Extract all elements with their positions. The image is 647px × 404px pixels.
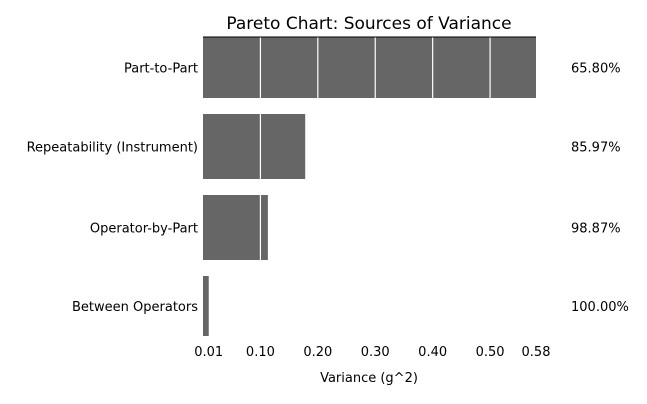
category-label-2: Operator-by-Part: [90, 222, 198, 237]
x-axis-label: Variance (g^2): [320, 371, 418, 386]
x-tick-label-4: 0.40: [418, 345, 447, 360]
x-tick-labels: 0.01 0.10 0.20 0.30 0.40 0.50 0.58: [194, 345, 550, 360]
x-tick-label-6: 0.58: [522, 345, 551, 360]
category-label-3: Between Operators: [72, 300, 198, 315]
bar-2: [203, 195, 268, 260]
x-tick-label-5: 0.50: [476, 345, 505, 360]
category-label-0: Part-to-Part: [124, 62, 198, 77]
category-labels: Part-to-Part Repeatability (Instrument) Op…: [27, 62, 199, 316]
cumulative-labels: 65.80% 85.97% 98.87% 100.00%: [571, 62, 629, 316]
bar-1: [203, 114, 306, 179]
cumulative-label-0: 65.80%: [571, 62, 621, 77]
x-tick-label-3: 0.30: [361, 345, 390, 360]
x-tick-label-0: 0.01: [194, 345, 223, 360]
grid-layer: [259, 37, 491, 336]
x-tick-label-2: 0.20: [303, 345, 332, 360]
bars-layer: [203, 37, 536, 336]
chart-title: Pareto Chart: Sources of Variance: [226, 14, 511, 34]
bar-3: [203, 276, 209, 336]
cumulative-label-1: 85.97%: [571, 141, 621, 156]
cumulative-label-2: 98.87%: [571, 222, 621, 237]
bar-0: [203, 37, 536, 98]
cumulative-label-3: 100.00%: [571, 300, 629, 315]
category-label-1: Repeatability (Instrument): [27, 141, 198, 156]
x-tick-label-1: 0.10: [246, 345, 275, 360]
